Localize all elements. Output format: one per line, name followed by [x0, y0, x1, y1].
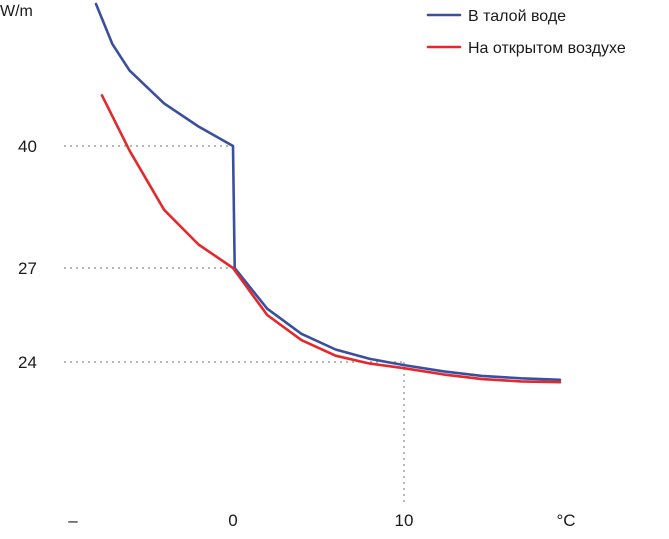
- legend-label-0: В талой воде: [468, 8, 566, 25]
- x-tick-label-1: 0: [228, 511, 237, 530]
- x-tick-label-3: °C: [556, 511, 575, 530]
- y-axis-unit-label: W/m: [0, 3, 33, 20]
- legend-label-1: На открытом воздухе: [468, 40, 626, 57]
- y-tick-label-27: 27: [18, 259, 37, 278]
- y-tick-label-24: 24: [18, 353, 37, 372]
- series-line-0: [94, 2, 562, 382]
- x-tick-label-0: –: [68, 511, 78, 530]
- y-tick-label-40: 40: [18, 137, 37, 156]
- series-line-1: [100, 94, 562, 384]
- x-tick-label-2: 10: [395, 511, 414, 530]
